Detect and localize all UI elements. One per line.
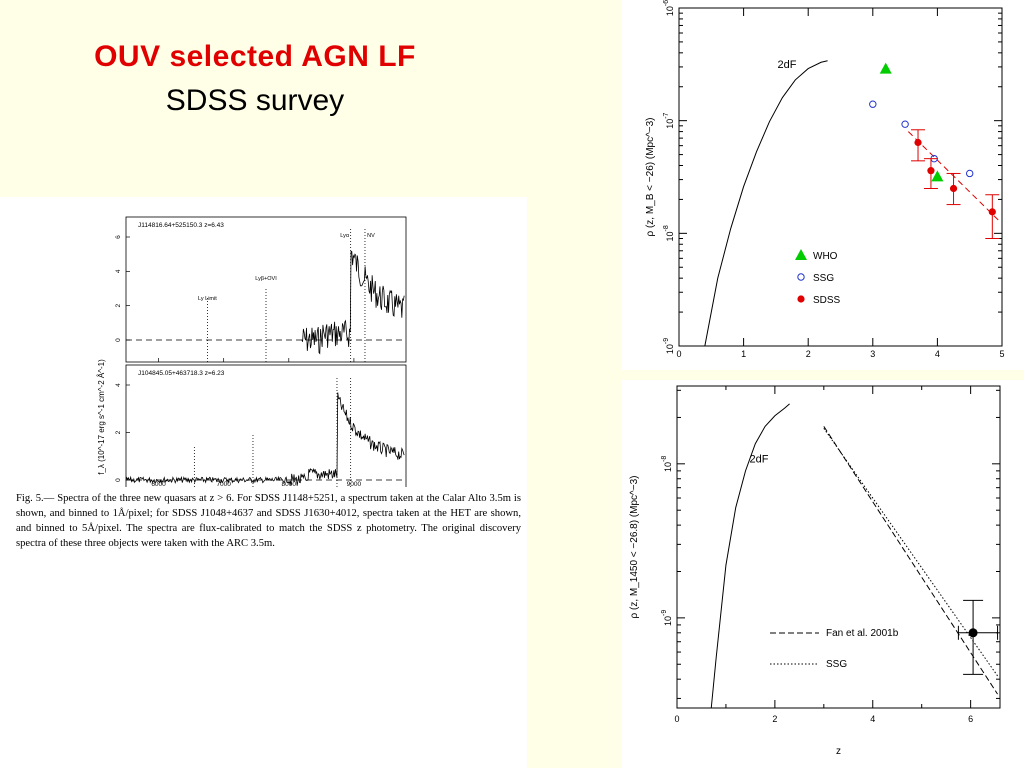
y-tick-label: 6 [115,235,122,239]
x-tick-label: 2 [806,349,811,359]
agn-density-chart-top: 0 1 2 3 4 5 10-9 10-8 10-7 10-6 ρ (z, M_B < −26) (… [622,0,1024,370]
slide-subtitle: SDSS survey [165,84,345,117]
sdss-point [949,184,958,193]
y-tick-label-group: 4 [115,383,122,387]
quasar-spectra-figure: 6000 7000 8000 9000 f_λ (10^-17 erg s^-1 cm^… [0,197,527,768]
sdss-point [988,208,996,216]
x-tick-label: 8000 [282,481,297,487]
data-point [968,628,978,638]
legend-label: SSG [826,659,847,670]
fan-line [823,426,998,695]
y-tick-label: 0 [115,338,122,342]
y-tick-label-group: 0 [115,338,122,342]
line-label: NV [367,233,375,239]
density-plot-bottom: 0 2 4 6 z 10-9 10-8 ρ (z, M_1450 < −26.8) (Mpc^… [629,385,1001,757]
y-tick-label-group: 10-9 [661,610,673,626]
ssg-point [966,169,974,178]
x-tick-label: 6 [968,714,973,724]
spectrum-trace [125,392,405,486]
y-axis-label: ρ (z, M_B < −26) (Mpc^−3) [645,117,656,236]
legend-label: WHO [813,251,838,262]
x-tick-label: 3 [870,349,875,359]
x-tick-label: 4 [935,349,940,359]
spectrum-panel-label: J104845.05+463718.3 z=6.23 [138,370,225,377]
y-axis-label-group: ρ (z, M_B < −26) (Mpc^−3) [645,117,656,236]
legend-label: Fan et al. 2001b [826,628,899,639]
spectrum-trace [301,250,405,355]
x-tick-label: 4 [870,714,875,724]
who-point [931,170,944,182]
ssg-line [823,428,998,677]
y-tick-label-group: 10-8 [661,456,673,472]
y-tick-label: 10-8 [661,456,673,472]
legend-label: SSG [813,273,834,284]
y-tick-label-group: 0 [115,478,122,482]
figure-caption: Fig. 5.— Spectra of the three new quasar… [16,493,521,549]
y-tick-label: 0 [115,478,122,482]
line-label: Lyβ+OVI [255,276,277,282]
agn-density-chart-bottom: 0 2 4 6 z 10-9 10-8 ρ (z, M_1450 < −26.8) (Mpc^… [622,380,1024,768]
x-tick-label: 7000 [216,481,231,487]
x-tick-label: 6000 [151,481,166,487]
x-tick-label: 1 [741,349,746,359]
y-tick-label: 2 [115,303,122,307]
sdss-point [927,167,935,175]
y-tick-label-group: 2 [115,303,122,307]
y-axis-label-group: ρ (z, M_1450 < −26.8) (Mpc^−3) [629,476,640,619]
y-tick-label-group: 10-9 [663,338,675,354]
plot-frame [676,385,1001,709]
legend-label: SDSS [813,295,841,306]
spectrum-panel-frame [125,364,407,487]
2df-curve [704,60,828,347]
y-axis-label: f_λ (10^-17 erg s^-1 cm^-2 Å^-1) [97,359,106,475]
line-label: Lyα [340,233,350,239]
y-tick-label: 4 [115,269,122,273]
ssg-point [869,100,877,108]
y-axis-label-group: f_λ (10^-17 erg s^-1 cm^-2 Å^-1) [97,359,106,475]
legend-marker-ssg [797,273,805,281]
y-tick-label-group: 10-6 [663,0,675,16]
x-tick-label: 0 [674,714,679,724]
2df-label: 2dF [778,59,797,71]
x-tick-label: 0 [676,349,681,359]
y-tick-label-group: 10-7 [663,112,675,128]
y-tick-label-group: 10-8 [663,225,675,241]
y-tick-label: 4 [115,383,122,387]
2df-label: 2dF [749,453,768,465]
who-point [879,62,892,74]
x-axis-label: z [836,746,841,757]
legend-marker-sdss [797,295,805,303]
legend-marker-who [795,249,807,260]
y-tick-label: 10-6 [663,0,675,16]
y-tick-label: 10-9 [663,338,675,354]
y-tick-label: 10-9 [661,610,673,626]
y-tick-label: 10-8 [663,225,675,241]
y-axis-label: ρ (z, M_1450 < −26.8) (Mpc^−3) [629,476,640,619]
y-tick-label-group: 2 [115,430,122,434]
spectra-plot: 6000 7000 8000 9000 f_λ (10^-17 erg s^-1 cm^… [97,216,407,487]
x-tick-label: 5 [999,349,1004,359]
slide-title: OUV selected AGN LF [94,40,416,73]
2df-curve [710,403,790,709]
x-tick-label: 9000 [347,481,362,487]
ssg-point [901,120,909,128]
y-tick-label-group: 6 [115,235,122,239]
y-tick-label: 10-7 [663,112,675,128]
x-tick-label: 2 [772,714,777,724]
y-tick-label-group: 4 [115,269,122,273]
line-label: Ly Limit [198,296,217,302]
plot-frame [678,7,1003,347]
y-tick-label: 2 [115,430,122,434]
spectrum-panel-label: J114816.64+525150.3 z=6.43 [138,222,224,229]
sdss-point [914,138,922,147]
density-plot-top: 0 1 2 3 4 5 10-9 10-8 10-7 10-6 ρ (z, M_B < −26) (… [645,0,1005,359]
